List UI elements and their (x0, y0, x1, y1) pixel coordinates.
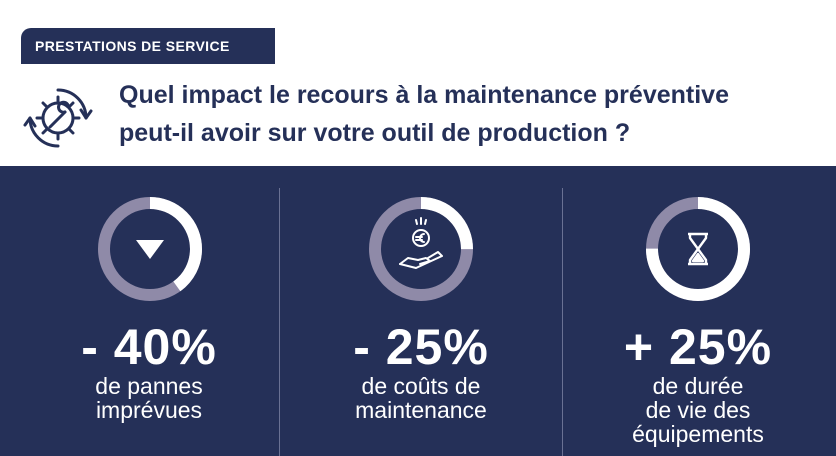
gear-wrench-icon (20, 80, 96, 156)
page-title: Quel impact le recours à la maintenance … (119, 76, 819, 152)
divider (279, 188, 280, 456)
desc-line: de durée (652, 373, 744, 399)
desc-line: équipements (632, 421, 764, 447)
divider (562, 188, 563, 456)
progress-ring (95, 194, 205, 304)
desc-line: de coûts de (361, 373, 481, 399)
desc-line: de pannes (95, 373, 203, 399)
desc-line: maintenance (355, 397, 487, 423)
stat-pannes: - 40% de pannes imprévues (14, 166, 284, 456)
stat-value: - 40% (81, 319, 217, 375)
stat-description: de durée de vie des équipements (563, 374, 833, 446)
stat-duree: + 25% de durée de vie des équipements (563, 166, 833, 456)
stats-panel: - 40% de pannes imprévues - 25% de coû (0, 166, 836, 456)
title-line-2: peut-il avoir sur votre outil de product… (119, 119, 631, 147)
stat-couts: - 25% de coûts de maintenance (286, 166, 556, 456)
stat-description: de coûts de maintenance (286, 374, 556, 422)
stat-value: + 25% (623, 319, 773, 375)
stat-value: - 25% (353, 319, 489, 375)
progress-ring (366, 194, 476, 304)
section-tag: PRESTATIONS DE SERVICE (21, 28, 275, 64)
stat-description: de pannes imprévues (14, 374, 284, 422)
progress-ring (643, 194, 753, 304)
desc-line: de vie des (645, 397, 751, 423)
euro-coin-hand-icon (399, 217, 443, 269)
desc-line: imprévues (95, 397, 203, 423)
down-triangle-icon (136, 240, 164, 259)
title-line-1: Quel impact le recours à la maintenance … (119, 81, 729, 109)
hourglass-icon (688, 232, 708, 266)
